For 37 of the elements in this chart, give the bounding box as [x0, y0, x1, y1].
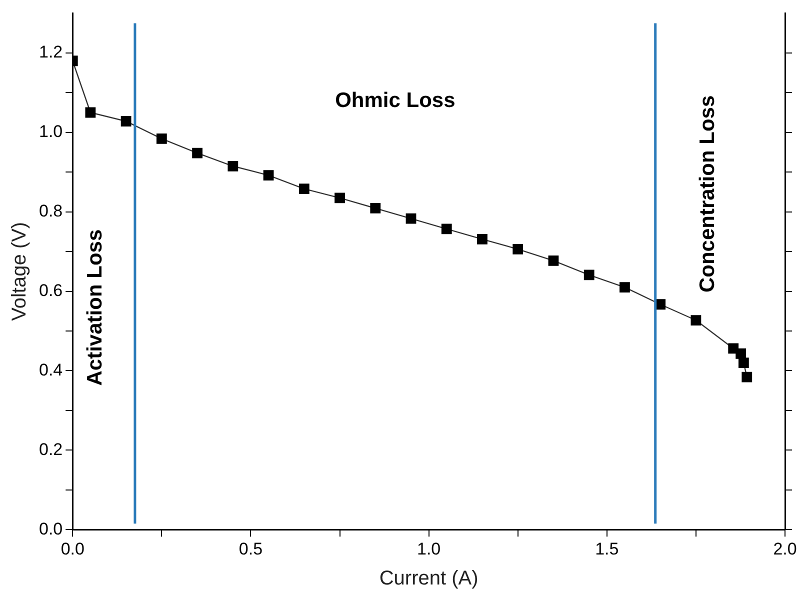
point: [263, 170, 274, 180]
point: [742, 372, 752, 382]
point: [441, 224, 452, 234]
point: [156, 134, 167, 144]
y-tick-label: 0.0: [38, 519, 63, 538]
y-tick-label: 0.2: [38, 440, 63, 459]
point: [370, 203, 381, 214]
x-tick-label: 1.0: [416, 539, 441, 558]
point: [690, 315, 702, 326]
point: [584, 270, 594, 280]
y-tick-label: 1.0: [38, 122, 63, 142]
point: [228, 160, 238, 172]
y-tick-label: 0.8: [38, 202, 63, 221]
point: [620, 282, 630, 292]
point: [120, 116, 132, 126]
y-tick-label: 1.2: [38, 42, 63, 62]
point: [738, 358, 749, 368]
point: [192, 148, 202, 158]
y-tick-label: 0.6: [38, 280, 63, 300]
x-tick-label: 0.5: [238, 539, 263, 558]
x-tick-label: 0.0: [60, 539, 84, 558]
x-axis-title: Current (A): [379, 568, 478, 590]
annotation: Concentration Loss: [696, 95, 719, 293]
point: [736, 348, 746, 359]
x-tick-label: 2.0: [773, 539, 797, 558]
point: [548, 255, 559, 266]
annotation: Ohmic Loss: [335, 88, 456, 112]
point: [334, 192, 345, 204]
point: [406, 213, 416, 224]
point: [298, 184, 310, 194]
point: [477, 234, 488, 244]
point: [512, 244, 524, 254]
x-tick-label: 1.5: [595, 539, 619, 558]
annotation: Activation Loss: [84, 229, 107, 386]
y-axis-title: Voltage (V): [8, 222, 31, 321]
point: [85, 107, 96, 118]
y-tick-label: 0.4: [38, 360, 63, 380]
